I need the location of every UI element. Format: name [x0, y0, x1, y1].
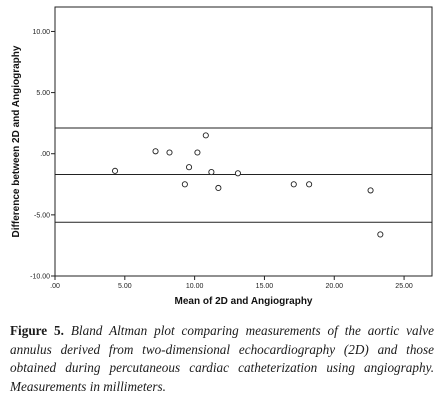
data-point [194, 149, 201, 156]
data-point [306, 181, 313, 188]
y-tick-label: -10.00 [30, 274, 50, 281]
data-point [234, 170, 241, 177]
x-tick-label: 25.00 [395, 283, 413, 290]
data-point [208, 169, 215, 176]
y-tick-label: -5.00 [34, 212, 50, 219]
caption-text: Bland Altman plot comparing measurements… [10, 323, 434, 394]
x-tick-label: 15.00 [256, 283, 274, 290]
data-point [202, 132, 209, 139]
bland-altman-plot: -10.00 -5.00 .00 5.00 10.00 .00 5.00 10.00 15.00… [11, 6, 433, 307]
data-point [367, 187, 374, 194]
y-tick-label: .00 [40, 151, 50, 158]
data-point [290, 181, 297, 188]
x-tick-label: 5.00 [118, 283, 132, 290]
data-point [215, 184, 222, 192]
data-point [181, 181, 188, 188]
y-tick-label: 10.00 [32, 29, 50, 36]
data-point [185, 164, 193, 171]
x-tick-label: 10.00 [186, 283, 204, 290]
data-point [377, 231, 384, 238]
figure-caption: Figure 5. Bland Altman plot comparing me… [10, 322, 434, 396]
x-tick-label: 20.00 [325, 283, 343, 290]
data-point [111, 167, 119, 174]
y-tick-label: 5.00 [36, 90, 50, 97]
data-point [152, 148, 159, 155]
data-point [166, 149, 173, 156]
x-axis-title: Mean of 2D and Angiography [175, 296, 313, 307]
y-axis-title: Difference between 2D and Angiography [11, 45, 22, 237]
x-tick-label: .00 [50, 283, 60, 290]
plot-area [54, 6, 433, 277]
caption-label: Figure 5. [10, 323, 64, 338]
